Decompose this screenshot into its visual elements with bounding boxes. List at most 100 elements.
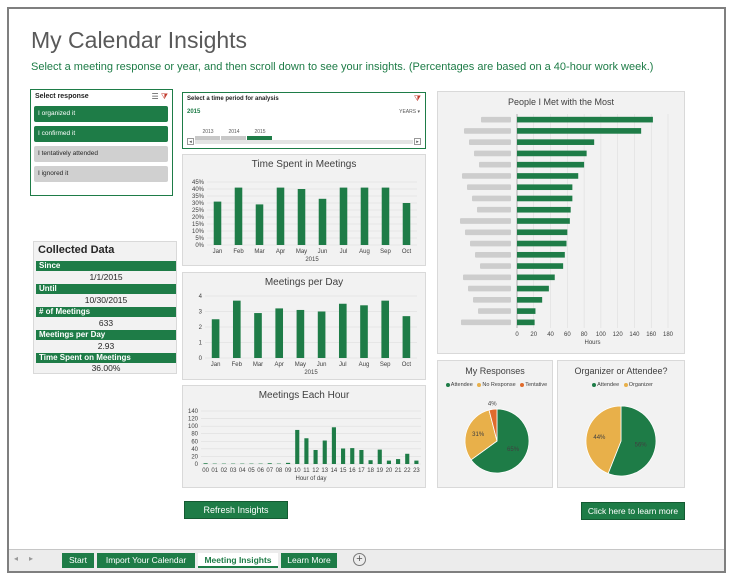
bar: [381, 300, 390, 358]
x-tick-label: 16: [349, 468, 356, 474]
response-slicer-title: Select response: [35, 93, 89, 100]
meetings-per-day-plot: 0 1 2 3 4 Jan Feb Mar Apr May Jun Jul Aug Sep Oct 2015: [199, 294, 417, 376]
x-tick-label: Jun: [318, 249, 328, 255]
bar: [255, 204, 264, 245]
bar: [211, 319, 220, 358]
year-label: 2013: [202, 129, 214, 135]
x-tick-label: 17: [358, 468, 365, 474]
scroll-right-arrow[interactable]: ▸: [414, 138, 421, 145]
y-tick-label: 0: [199, 356, 203, 362]
year-block[interactable]: [247, 136, 272, 143]
redacted-name: [475, 251, 511, 258]
y-tick-label: 120: [188, 417, 199, 423]
chart-title: Time Spent in Meetings: [251, 159, 357, 170]
x-tick-label: 160: [646, 332, 657, 338]
bar: [386, 460, 391, 464]
y-tick-label: 25%: [192, 208, 205, 214]
x-axis-label: Hour of day: [295, 476, 326, 482]
tab-scroll-left-icon[interactable]: ◂: [14, 554, 19, 563]
bar: [517, 319, 535, 326]
x-tick-label: 40: [547, 332, 554, 338]
redacted-name: [470, 240, 511, 247]
bar: [517, 139, 595, 145]
people-met-chart: People I Met with the Most 0 20 40 60 80 100 1…: [437, 91, 685, 354]
bar: [313, 449, 318, 464]
response-option[interactable]: I organized it: [34, 106, 168, 122]
period-slicer-title: Select a time period for analysis: [187, 96, 279, 102]
bar: [517, 116, 653, 123]
y-tick-label: 45%: [192, 180, 205, 186]
organizer-attendee-pie: 56% 44%: [585, 405, 657, 477]
x-tick-label: Mar: [254, 249, 264, 255]
scroll-left-arrow[interactable]: ◂: [187, 138, 194, 145]
time-spent-plot: 0%5%10%15%20%25%30%35%40%45% Jan Feb Mar Apr…: [192, 180, 417, 263]
bar: [317, 311, 326, 358]
x-tick-label: 08: [276, 468, 283, 474]
legend-swatch: [520, 382, 525, 387]
x-tick-label: 03: [230, 468, 237, 474]
pie-slice: [488, 408, 498, 442]
response-slicer: Select response ☰ ⧩ I organized it I conf…: [30, 89, 173, 196]
year-block[interactable]: [221, 136, 246, 143]
bar: [402, 203, 411, 245]
meetings-count-label: # of Meetings: [36, 307, 176, 317]
x-tick-label: Aug: [359, 362, 370, 368]
bar: [517, 173, 579, 179]
tab-import-your-calendar[interactable]: Import Your Calendar: [97, 553, 195, 568]
bar: [276, 187, 285, 245]
period-level-label[interactable]: YEARS ▾: [399, 109, 420, 115]
collected-data-panel: Collected Data Since 1/1/2015 Until 10/3…: [33, 241, 177, 374]
clear-filter-icon[interactable]: ⧩: [413, 94, 421, 103]
x-tick-label: 20: [530, 332, 537, 338]
scroll-track[interactable]: [195, 140, 413, 144]
bar: [339, 187, 348, 245]
period-selected-label: 2015: [187, 109, 201, 115]
refresh-insights-button[interactable]: Refresh Insights: [184, 501, 288, 519]
meetings-each-hour-chart: Meetings Each Hour 0 20 40 60 80 100 120 140 00 0…: [182, 385, 426, 488]
x-tick-label: Oct: [402, 249, 412, 255]
chart-legend: Attendee Organizer: [558, 382, 684, 388]
year-block[interactable]: [195, 136, 220, 143]
y-tick-label: 140: [188, 409, 199, 415]
collected-data-title: Collected Data: [38, 244, 115, 256]
y-tick-label: 20: [191, 454, 198, 460]
bar: [350, 448, 355, 464]
bar: [203, 463, 208, 464]
my-responses-chart: My Responses Attendee No Response Tentat…: [437, 360, 553, 488]
bar: [232, 300, 241, 358]
clear-filter-icon[interactable]: ⧩: [160, 92, 168, 101]
x-tick-label: Sep: [380, 362, 391, 368]
bar: [318, 198, 327, 245]
y-tick-label: 0%: [195, 243, 204, 249]
x-tick-label: Oct: [402, 362, 412, 368]
add-sheet-icon[interactable]: +: [353, 553, 366, 566]
bar: [517, 195, 573, 202]
tab-start[interactable]: Start: [62, 553, 94, 568]
redacted-name: [479, 161, 511, 168]
bar: [338, 303, 347, 358]
meetings-count-value: 633: [98, 318, 114, 328]
tab-scroll-right-icon[interactable]: ▸: [29, 554, 34, 563]
y-tick-label: 10%: [192, 229, 205, 235]
multi-select-icon[interactable]: ☰: [151, 92, 159, 101]
y-tick-label: 0: [195, 462, 199, 468]
x-tick-label: Feb: [233, 249, 244, 255]
bar: [517, 240, 567, 247]
data-label: 31%: [472, 432, 485, 438]
x-tick-label: 60: [564, 332, 571, 338]
response-option[interactable]: I confirmed it: [34, 126, 168, 142]
since-label: Since: [36, 261, 176, 271]
response-option[interactable]: I tentatively attended: [34, 146, 168, 162]
response-option[interactable]: I ignored it: [34, 166, 168, 182]
x-tick-label: 00: [202, 468, 209, 474]
bar: [517, 161, 585, 168]
bar: [360, 305, 368, 358]
x-tick-label: 0: [515, 332, 519, 338]
y-tick-label: 80: [191, 432, 198, 438]
slicer-tools: ☰ ⧩: [151, 92, 168, 102]
learn-more-button[interactable]: Click here to learn more: [581, 502, 685, 520]
tab-meeting-insights[interactable]: Meeting Insights: [198, 553, 278, 568]
period-slicer: Select a time period for analysis ⧩ 2015…: [182, 92, 426, 149]
redacted-name: [467, 184, 511, 191]
tab-learn-more[interactable]: Learn More: [281, 553, 337, 568]
